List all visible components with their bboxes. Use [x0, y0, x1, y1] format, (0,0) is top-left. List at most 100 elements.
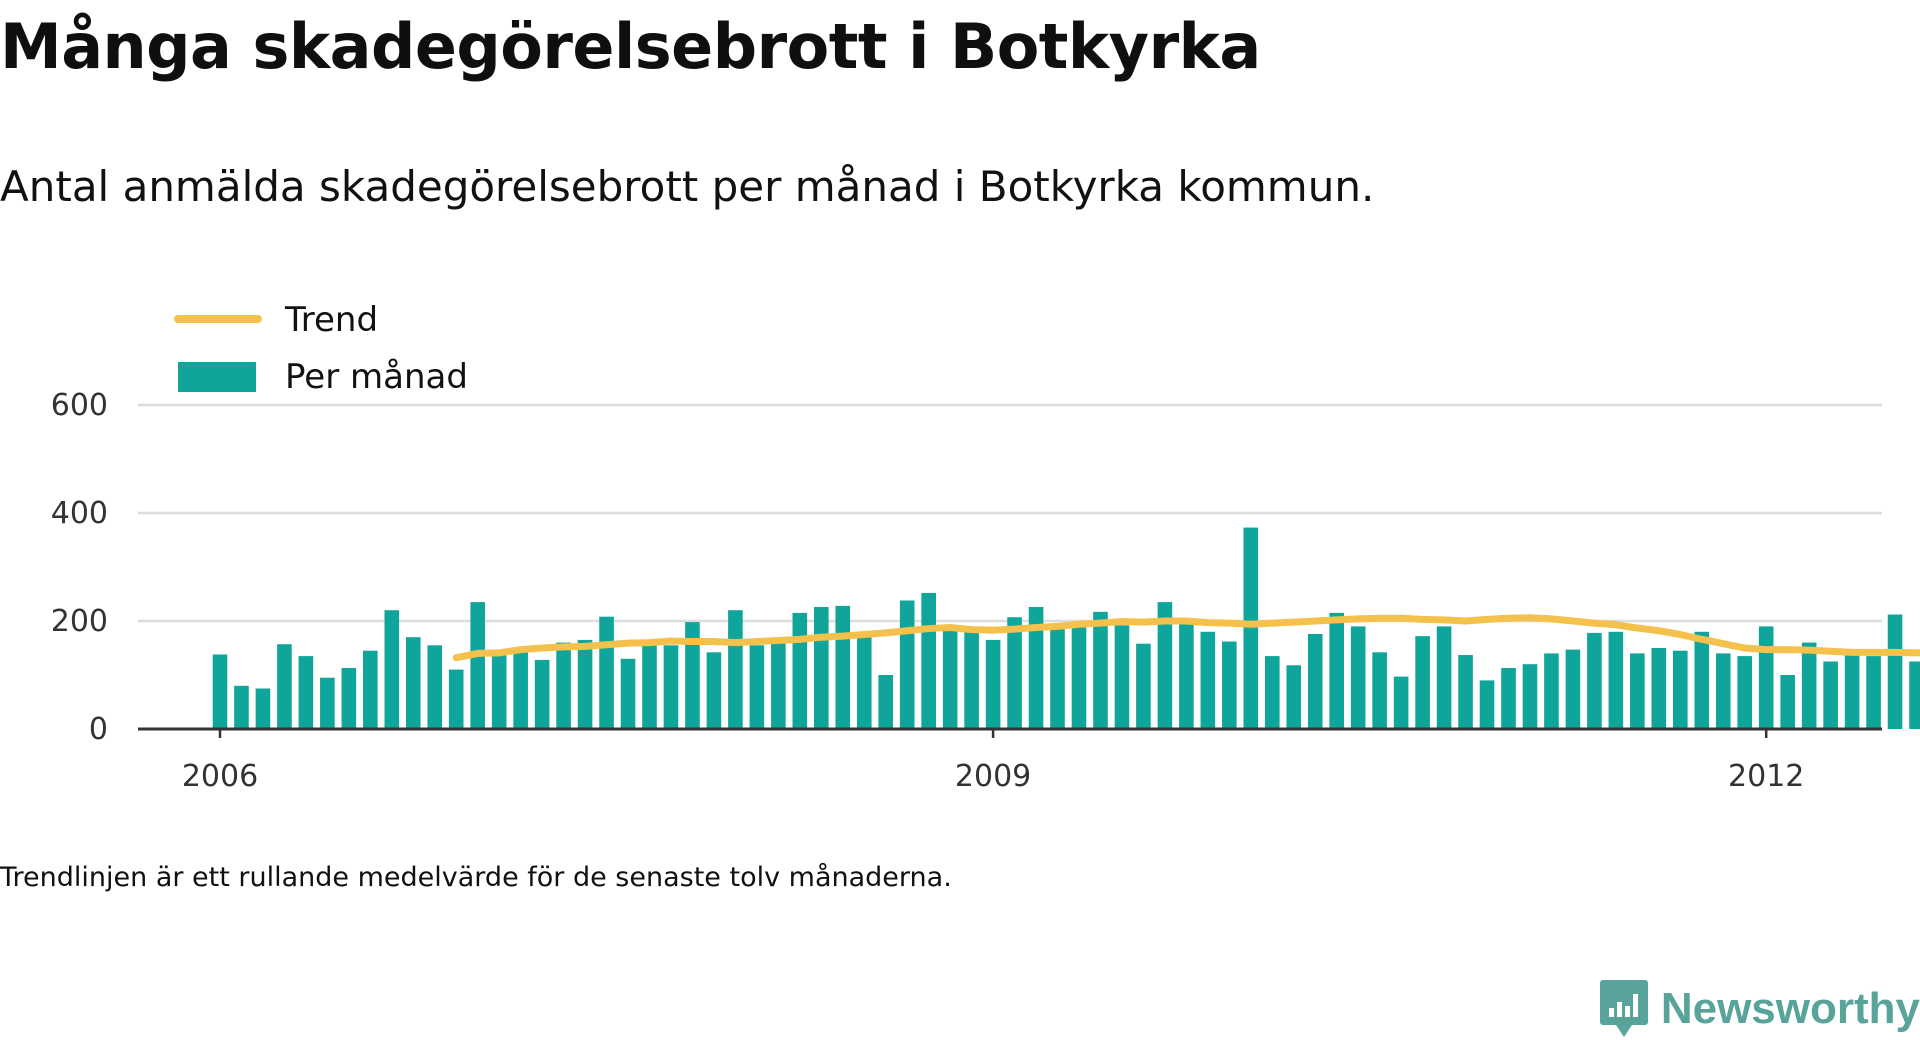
bar: [1737, 656, 1753, 729]
bar: [1372, 652, 1387, 729]
bar: [427, 645, 443, 729]
bar: [1436, 626, 1452, 729]
bar: [642, 641, 657, 729]
legend-trend-label: Trend: [284, 300, 378, 340]
bar: [685, 622, 700, 729]
bar: [663, 645, 679, 729]
bar: [448, 669, 464, 729]
bar: [491, 653, 507, 729]
bar: [792, 612, 808, 729]
x-tick-label: 2012: [1728, 759, 1804, 794]
bar: [1093, 611, 1108, 729]
bar: [1715, 653, 1731, 729]
bar: [921, 592, 936, 729]
bar: [1157, 602, 1173, 729]
bar: [1286, 665, 1302, 729]
bar: [1264, 656, 1280, 729]
bar: [1050, 629, 1065, 729]
bar: [1673, 650, 1688, 729]
bar: [470, 602, 485, 729]
bar: [1544, 653, 1559, 729]
trend-line-group: [452, 614, 1920, 662]
bar: [878, 675, 894, 729]
bar: [942, 626, 958, 729]
bar: [320, 677, 335, 729]
y-tick-label: 0: [89, 712, 108, 747]
bar: [599, 616, 614, 729]
chart-subtitle: Antal anmälda skadegörelsebrott per måna…: [0, 162, 1375, 211]
bar: [1243, 527, 1259, 729]
bar: [513, 649, 528, 729]
bar: [728, 610, 743, 729]
y-tick-label: 400: [51, 496, 108, 531]
bar: [1329, 612, 1344, 729]
bar: [1501, 667, 1516, 729]
bar: [620, 658, 636, 729]
bar: [964, 629, 979, 729]
bar: [1071, 627, 1087, 729]
bar: [1823, 661, 1838, 729]
bar: [835, 605, 851, 729]
chart-title: Många skadegörelsebrott i Botkyrka: [0, 10, 1261, 83]
bar: [985, 639, 1001, 729]
bar: [749, 645, 765, 729]
bar-chart: 02004006002006200920122015201820212024 T…: [51, 276, 1920, 794]
legend: Trend Per månad: [160, 276, 500, 397]
bar: [1522, 664, 1538, 729]
bar: [556, 642, 571, 729]
bar: [706, 652, 722, 729]
bar: [1350, 626, 1366, 729]
bar: [1844, 653, 1860, 729]
bar: [1307, 633, 1323, 729]
legend-per-month-label: Per månad: [285, 357, 468, 397]
bar: [1200, 631, 1216, 729]
legend-bar-swatch: [178, 362, 256, 392]
bar: [1007, 617, 1022, 729]
bar: [1866, 656, 1881, 729]
bar: [1651, 648, 1667, 729]
x-tick-label: 2009: [955, 759, 1031, 794]
bar: [1887, 614, 1903, 729]
bar: [1909, 661, 1920, 729]
bar: [277, 644, 292, 729]
bar: [1694, 631, 1710, 729]
monthly-bars: [212, 527, 1920, 729]
bar: [1780, 675, 1795, 729]
bar: [1179, 623, 1194, 729]
bar: [1587, 632, 1602, 729]
bar: [1114, 625, 1130, 729]
x-tick-label: 2006: [182, 759, 258, 794]
bar: [577, 639, 593, 729]
bar: [363, 650, 378, 729]
axes: 02004006002006200920122015201820212024: [51, 388, 1882, 794]
bar: [899, 600, 915, 729]
bar: [341, 667, 357, 729]
bar: [1479, 680, 1495, 729]
newsworthy-logo-icon: [1599, 980, 1648, 1037]
y-tick-label: 600: [51, 388, 108, 423]
bar: [405, 637, 421, 729]
bar: [212, 654, 228, 729]
bar: [255, 688, 271, 729]
bar: [1608, 631, 1624, 729]
bar: [534, 659, 550, 729]
trend-line: [452, 614, 1920, 662]
bar: [1630, 653, 1645, 729]
bar: [1028, 606, 1044, 729]
bar: [1458, 655, 1473, 729]
grid-lines: [138, 403, 1882, 623]
bar: [814, 606, 829, 729]
bar: [298, 656, 314, 729]
footnote: Trendlinjen är ett rullande medelvärde f…: [0, 862, 952, 893]
bar: [1758, 626, 1774, 729]
bar: [1415, 636, 1430, 729]
brand-name: Newsworthy: [1660, 984, 1920, 1033]
bar: [1393, 676, 1409, 729]
bar: [1222, 641, 1237, 729]
y-tick-label: 200: [51, 604, 108, 639]
bar: [1801, 642, 1817, 729]
brand-logo: Newsworthy: [1599, 978, 1920, 1040]
bar: [771, 638, 786, 729]
bar: [1565, 649, 1581, 729]
bar: [856, 631, 872, 729]
